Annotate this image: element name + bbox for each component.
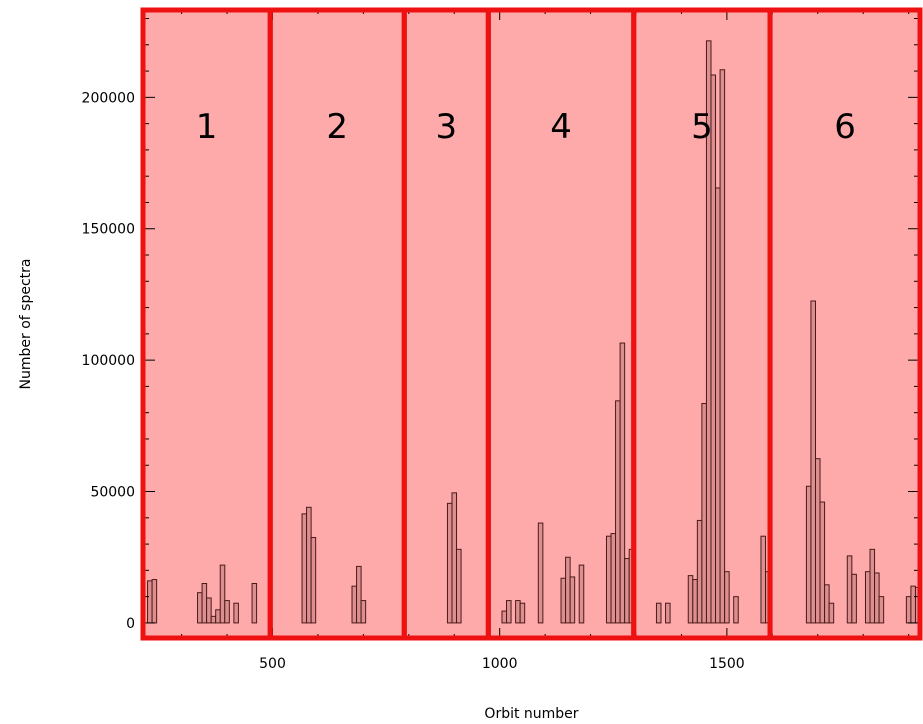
bar-11 (301, 513, 308, 624)
region-5-label: 5 (691, 107, 713, 147)
bar-22 (515, 600, 521, 624)
bar-3 (201, 583, 208, 624)
bar-59 (874, 572, 880, 624)
region-2-label: 2 (326, 107, 348, 147)
y-tick-label: 150000 (82, 222, 135, 238)
bar-51 (814, 458, 821, 624)
x-tick-label: 1500 (709, 656, 745, 672)
bar-49 (805, 485, 812, 624)
bar-24 (537, 522, 544, 624)
bar-10 (251, 583, 258, 624)
bar-46 (733, 596, 739, 624)
bar-12 (306, 506, 312, 624)
bar-37 (687, 575, 694, 624)
bar-55 (846, 555, 853, 624)
region-1-fill (143, 8, 271, 640)
bar-19 (456, 548, 462, 624)
bar-35 (655, 602, 662, 624)
bar-25 (560, 577, 567, 624)
region-6-label: 6 (834, 107, 856, 147)
region-4-fill (488, 8, 634, 640)
bar-44 (719, 69, 726, 624)
bar-45 (724, 571, 730, 624)
region-2-fill (270, 8, 405, 640)
bar-61 (905, 596, 912, 624)
bar-0 (147, 580, 153, 624)
x-axis-title: Orbit number (484, 706, 578, 722)
bar-15 (356, 565, 362, 624)
region-6-fill (770, 8, 920, 640)
region-fills (143, 8, 920, 640)
bar-38 (692, 579, 698, 624)
bar-27 (569, 576, 576, 624)
bar-28 (578, 564, 585, 624)
bar-8 (224, 600, 230, 624)
bar-6 (215, 609, 221, 624)
bar-39 (696, 519, 703, 624)
region-labels: 1 2 3 4 5 6 (196, 107, 856, 147)
region-3-fill (404, 8, 489, 640)
bar-18 (451, 492, 458, 624)
bar-5 (210, 615, 217, 624)
histogram-bars (147, 40, 921, 624)
bar-47 (760, 535, 767, 624)
bar-1 (151, 579, 158, 624)
bar-29 (605, 535, 612, 624)
bar-14 (351, 585, 358, 624)
bar-17 (446, 502, 453, 624)
bar-52 (819, 501, 826, 624)
y-axis-title: Number of spectra (18, 259, 34, 390)
bar-32 (619, 342, 626, 624)
bar-54 (828, 602, 835, 624)
bar-13 (310, 537, 317, 624)
y-tick-label: 200000 (82, 90, 135, 106)
bar-23 (519, 602, 526, 624)
bar-20 (501, 610, 508, 624)
region-4-label: 4 (550, 107, 572, 147)
bar-62 (910, 585, 916, 624)
region-6-border (767, 7, 923, 641)
bar-53 (824, 584, 830, 624)
y-tick-label: 0 (126, 616, 135, 632)
x-tick-label: 500 (259, 656, 286, 672)
y-tick-label: 100000 (82, 353, 135, 369)
bar-60 (878, 596, 885, 624)
bar-2 (197, 592, 203, 624)
bar-42 (710, 74, 717, 624)
bar-57 (864, 571, 871, 624)
bar-58 (869, 548, 876, 624)
bar-4 (206, 597, 212, 624)
y-tick-label: 50000 (90, 485, 135, 501)
bar-56 (851, 573, 857, 624)
bar-36 (665, 602, 671, 624)
bar-9 (233, 602, 239, 624)
bar-40 (701, 402, 707, 624)
x-tick-label: 1000 (482, 656, 518, 672)
bar-43 (715, 187, 721, 624)
region-borders (140, 7, 923, 641)
bar-21 (506, 600, 512, 624)
bar-30 (610, 533, 617, 624)
bar-7 (219, 564, 226, 624)
bar-16 (360, 600, 367, 624)
region-3-label: 3 (435, 107, 457, 147)
bar-33 (624, 558, 630, 624)
bar-50 (810, 300, 816, 624)
region-1-label: 1 (196, 107, 218, 147)
bar-26 (565, 556, 571, 624)
bar-31 (615, 400, 621, 624)
